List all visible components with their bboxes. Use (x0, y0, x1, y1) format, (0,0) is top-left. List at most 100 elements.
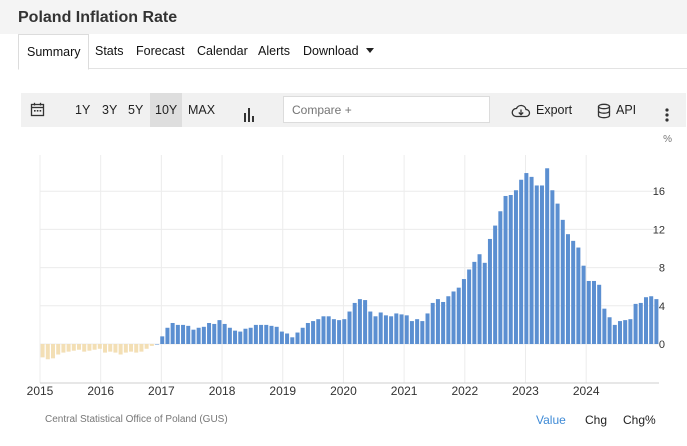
chart-bar (305, 322, 310, 344)
chart-bar (212, 323, 217, 344)
chart-bar (363, 300, 368, 344)
chart-bar (97, 344, 102, 349)
mode-chg-link[interactable]: Chg (585, 413, 608, 427)
nav-tabs: Summary Stats Forecast Calendar Alerts D… (18, 34, 687, 70)
chart-bar (295, 332, 300, 344)
chart-bar (560, 219, 565, 344)
chart-bar (61, 344, 66, 353)
chart-bar (118, 344, 123, 355)
chart-bar (129, 344, 134, 352)
compare-input[interactable] (283, 96, 490, 123)
chart-bar (66, 344, 71, 352)
chart-bar (633, 303, 638, 344)
chart-bar (92, 344, 97, 350)
chart-bar (508, 195, 513, 344)
chart-bar (415, 319, 420, 344)
chart-bar (149, 344, 154, 346)
chart-bar (649, 296, 654, 344)
chart-bar (233, 330, 238, 344)
chart-bar (467, 269, 472, 344)
chart-bar (435, 299, 440, 344)
chart-bar (586, 280, 591, 344)
chart-bar (279, 331, 284, 344)
bar-chart-icon[interactable] (243, 102, 257, 122)
tab-download[interactable]: Download (303, 34, 374, 69)
data-source: Central Statistical Office of Poland (GU… (45, 414, 228, 425)
chart-bar (503, 195, 508, 344)
tab-calendar[interactable]: Calendar (197, 44, 248, 58)
tab-stats[interactable]: Stats (95, 44, 124, 58)
chart-bar (383, 315, 388, 344)
chart-bar (207, 322, 212, 344)
chart-bar (165, 327, 170, 344)
y-tick-label: 8 (659, 263, 665, 275)
mode-value-link[interactable]: Value (536, 413, 566, 427)
chart-bar (321, 316, 326, 344)
x-tick-label: 2018 (209, 384, 236, 398)
chart-bar (638, 302, 643, 344)
chart-bar (545, 168, 550, 344)
chart-bar (409, 321, 414, 344)
chart-bar (259, 324, 264, 344)
chart-bar (441, 301, 446, 344)
chart-bar (77, 344, 82, 350)
more-options-icon[interactable] (665, 102, 669, 122)
export-label: Export (536, 103, 573, 117)
chart-bar (326, 316, 331, 344)
chart-bar (498, 211, 503, 344)
x-tick-label: 2022 (451, 384, 478, 398)
chart-bar (155, 344, 160, 345)
chart-bar (565, 234, 570, 344)
x-tick-label: 2016 (87, 384, 114, 398)
chart-bar (597, 284, 602, 344)
api-button[interactable]: API (597, 93, 636, 127)
chart-bar (201, 326, 206, 344)
chart-bar (482, 262, 487, 344)
chart-bar (461, 279, 466, 344)
x-tick-label: 2023 (512, 384, 539, 398)
chart-bar (274, 326, 279, 344)
chart-bar (425, 313, 430, 344)
chart-bar (399, 314, 404, 344)
chart-bar (40, 344, 45, 358)
tab-forecast[interactable]: Forecast (136, 44, 185, 58)
chart-bar (555, 203, 560, 344)
inflation-chart-svg: % 0 4 8 12 16 2015 2016 2017 2018 2019 2020 2021 2022… (27, 134, 672, 398)
chart-bar (519, 179, 524, 344)
chart-bar (160, 336, 165, 344)
x-tick-label: 2021 (391, 384, 418, 398)
range-5y-button[interactable]: 5Y (128, 103, 144, 117)
range-1y-button[interactable]: 1Y (75, 103, 91, 117)
chart-bar (368, 311, 373, 344)
chart-bar (82, 344, 87, 352)
range-3y-button[interactable]: 3Y (102, 103, 118, 117)
chart-bar (56, 344, 61, 355)
chart-bar (477, 254, 482, 344)
range-max-button[interactable]: MAX (188, 103, 216, 117)
chart-bar (451, 291, 456, 344)
chart-bar (472, 261, 477, 344)
chart-bar (243, 328, 248, 344)
database-icon (597, 103, 611, 119)
inflation-chart: % 0 4 8 12 16 2015 2016 2017 2018 2019 2020 2021 2022… (21, 127, 686, 446)
mode-chg-pct-link[interactable]: Chg% (623, 413, 656, 427)
calendar-icon[interactable] (30, 102, 45, 118)
export-button[interactable]: Export (511, 93, 572, 127)
chart-bar (222, 323, 227, 344)
chart-bar (217, 320, 222, 344)
chart-bar (612, 324, 617, 344)
tab-summary[interactable]: Summary (18, 34, 90, 70)
chart-bar (347, 311, 352, 344)
y-tick-label: 16 (653, 186, 665, 198)
chart-bar (113, 344, 118, 353)
range-10y-button[interactable]: 10Y (150, 93, 183, 127)
chart-bar (191, 329, 196, 344)
chart-bar (378, 312, 383, 344)
chart-bar (170, 322, 175, 344)
chart-bar (269, 325, 274, 344)
chart-bar (139, 344, 144, 352)
tab-alerts[interactable]: Alerts (258, 44, 290, 58)
chart-toolbar: 1Y 3Y 5Y 10Y MAX Export API (21, 93, 686, 127)
chart-bar (123, 344, 128, 353)
chart-bar (534, 185, 539, 344)
